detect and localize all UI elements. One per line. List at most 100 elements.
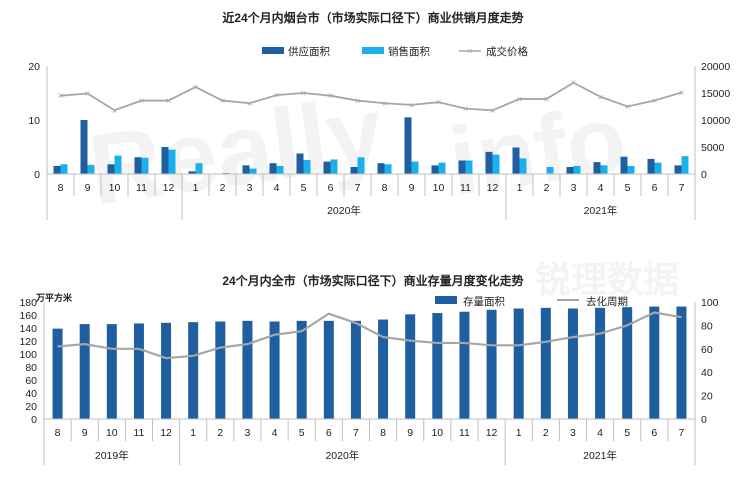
bar-stock-23 [676, 306, 687, 419]
y-left-tick-6: 120 [19, 336, 37, 348]
legend-label-price: 成交价格 [486, 45, 528, 58]
chart-supply-sales: 近24个月内烟台市（市场实际口径下）商业供销月度走势 供应面积 销售面积 × 成… [28, 10, 730, 220]
x-tick-label-13: 9 [409, 182, 415, 194]
line-point-4: × [166, 96, 172, 107]
x-tick-label-4: 12 [160, 427, 172, 439]
bar-stock-11 [350, 320, 361, 419]
line-point-11: × [355, 96, 361, 107]
bar-sales-2 [114, 155, 122, 174]
line-point-0: × [58, 91, 64, 102]
y-right-tick-4: 80 [701, 320, 713, 332]
x-tick-label-7: 3 [247, 182, 253, 194]
x-tick-label-15: 11 [460, 182, 471, 194]
chart1-y-axis-right: 0 5000 10000 15000 20000 [694, 61, 730, 181]
bar-supply-15 [458, 160, 466, 174]
bar-sales-4 [168, 149, 176, 174]
bar-sales-16 [492, 154, 500, 174]
y-left-tick-0: 0 [34, 169, 40, 181]
x-tick-label-18: 2 [544, 182, 550, 194]
bar-supply-8 [269, 163, 277, 174]
watermark-chinese: 锐理数据 [535, 259, 679, 300]
y-right-tick-5: 100 [701, 297, 719, 309]
line-series [57, 311, 682, 360]
year-label-0: 2019年 [95, 449, 129, 462]
line-point-16: × [490, 106, 496, 117]
line-point-17: × [517, 94, 523, 105]
y-left-tick-1: 20 [25, 401, 37, 413]
chart2-bars [52, 306, 687, 419]
x-tick-label-7: 3 [245, 427, 251, 439]
y-right-tick-2: 10000 [701, 115, 730, 127]
bar-supply-3 [134, 157, 142, 174]
bar-sales-6 [222, 172, 230, 174]
x-tick-label-22: 6 [651, 427, 657, 439]
y-right-tick-0: 0 [701, 169, 707, 181]
line-point-14: × [436, 98, 442, 109]
bar-sales-7 [249, 168, 257, 174]
bar-stock-22 [649, 306, 660, 419]
bar-supply-12 [377, 163, 385, 174]
line-point-20: × [598, 92, 604, 103]
bar-stock-16 [486, 309, 497, 419]
bar-sales-19 [573, 165, 581, 174]
line-point-1: × [85, 89, 91, 100]
y-left-tick-4: 80 [25, 362, 37, 374]
line-point-8: × [274, 91, 280, 102]
line-point-19: × [571, 78, 577, 89]
bar-sales-20 [600, 165, 608, 174]
bar-sales-8 [276, 165, 284, 174]
x-tick-label-11: 7 [355, 182, 361, 194]
bar-sales-21 [627, 165, 635, 174]
year-label-1: 2020年 [325, 449, 359, 462]
bar-stock-18 [540, 307, 551, 419]
bar-supply-23 [674, 165, 682, 174]
chart1-price-line: × × × × × × × × × × × × × × × × × × × × × × × × [58, 78, 685, 117]
bar-supply-2 [107, 164, 115, 174]
watermark-latin-2: info [443, 85, 632, 215]
x-tick-label-2: 10 [109, 182, 121, 194]
bar-supply-5 [188, 171, 196, 174]
x-tick-label-6: 2 [220, 182, 226, 194]
x-tick-label-14: 10 [433, 182, 445, 194]
bar-sales-18 [546, 166, 554, 174]
bar-stock-15 [459, 311, 470, 419]
chart2-title: 24个月内全市（市场实际口径下）商业存量月度变化走势 [222, 273, 523, 288]
bar-sales-13 [411, 161, 419, 174]
y-left-tick-8: 160 [19, 310, 37, 322]
bar-supply-10 [323, 161, 331, 174]
y-right-tick-1: 20 [701, 391, 713, 403]
line-point-13: × [409, 100, 415, 111]
bar-stock-5 [188, 322, 199, 419]
bar-stock-7 [242, 320, 253, 419]
x-tick-label-1: 9 [82, 427, 88, 439]
y-right-tick-1: 5000 [701, 142, 725, 154]
chart2-y-axis-right: 0 20 40 60 80 100 [694, 297, 719, 426]
line-point-5: × [193, 83, 199, 94]
x-tick-label-5: 1 [193, 182, 199, 194]
y-left-tick-0: 0 [31, 414, 37, 426]
x-tick-label-16: 12 [486, 427, 498, 439]
bar-supply-14 [431, 165, 439, 174]
x-tick-label-0: 8 [55, 427, 61, 439]
line-point-10: × [328, 91, 334, 102]
bar-supply-19 [566, 166, 574, 174]
x-tick-label-6: 2 [217, 427, 223, 439]
chart1-bars [53, 117, 689, 174]
bar-stock-12 [378, 319, 389, 419]
bar-sales-11 [357, 157, 365, 174]
x-tick-label-10: 6 [328, 182, 334, 194]
chart2-unit-label: 万平方米 [35, 292, 73, 303]
chart2-legend: 存量面积 去化周期 [435, 295, 628, 308]
bar-sales-3 [141, 157, 149, 174]
bar-sales-0 [60, 164, 68, 174]
x-tick-label-23: 7 [679, 182, 685, 194]
bar-supply-4 [161, 147, 169, 174]
line-point-21: × [625, 102, 631, 113]
bar-stock-14 [432, 313, 443, 419]
chart1-legend: 供应面积 销售面积 × 成交价格 [262, 45, 528, 58]
bar-sales-23 [681, 156, 689, 174]
x-tick-label-19: 3 [570, 427, 576, 439]
line-series [60, 81, 682, 112]
